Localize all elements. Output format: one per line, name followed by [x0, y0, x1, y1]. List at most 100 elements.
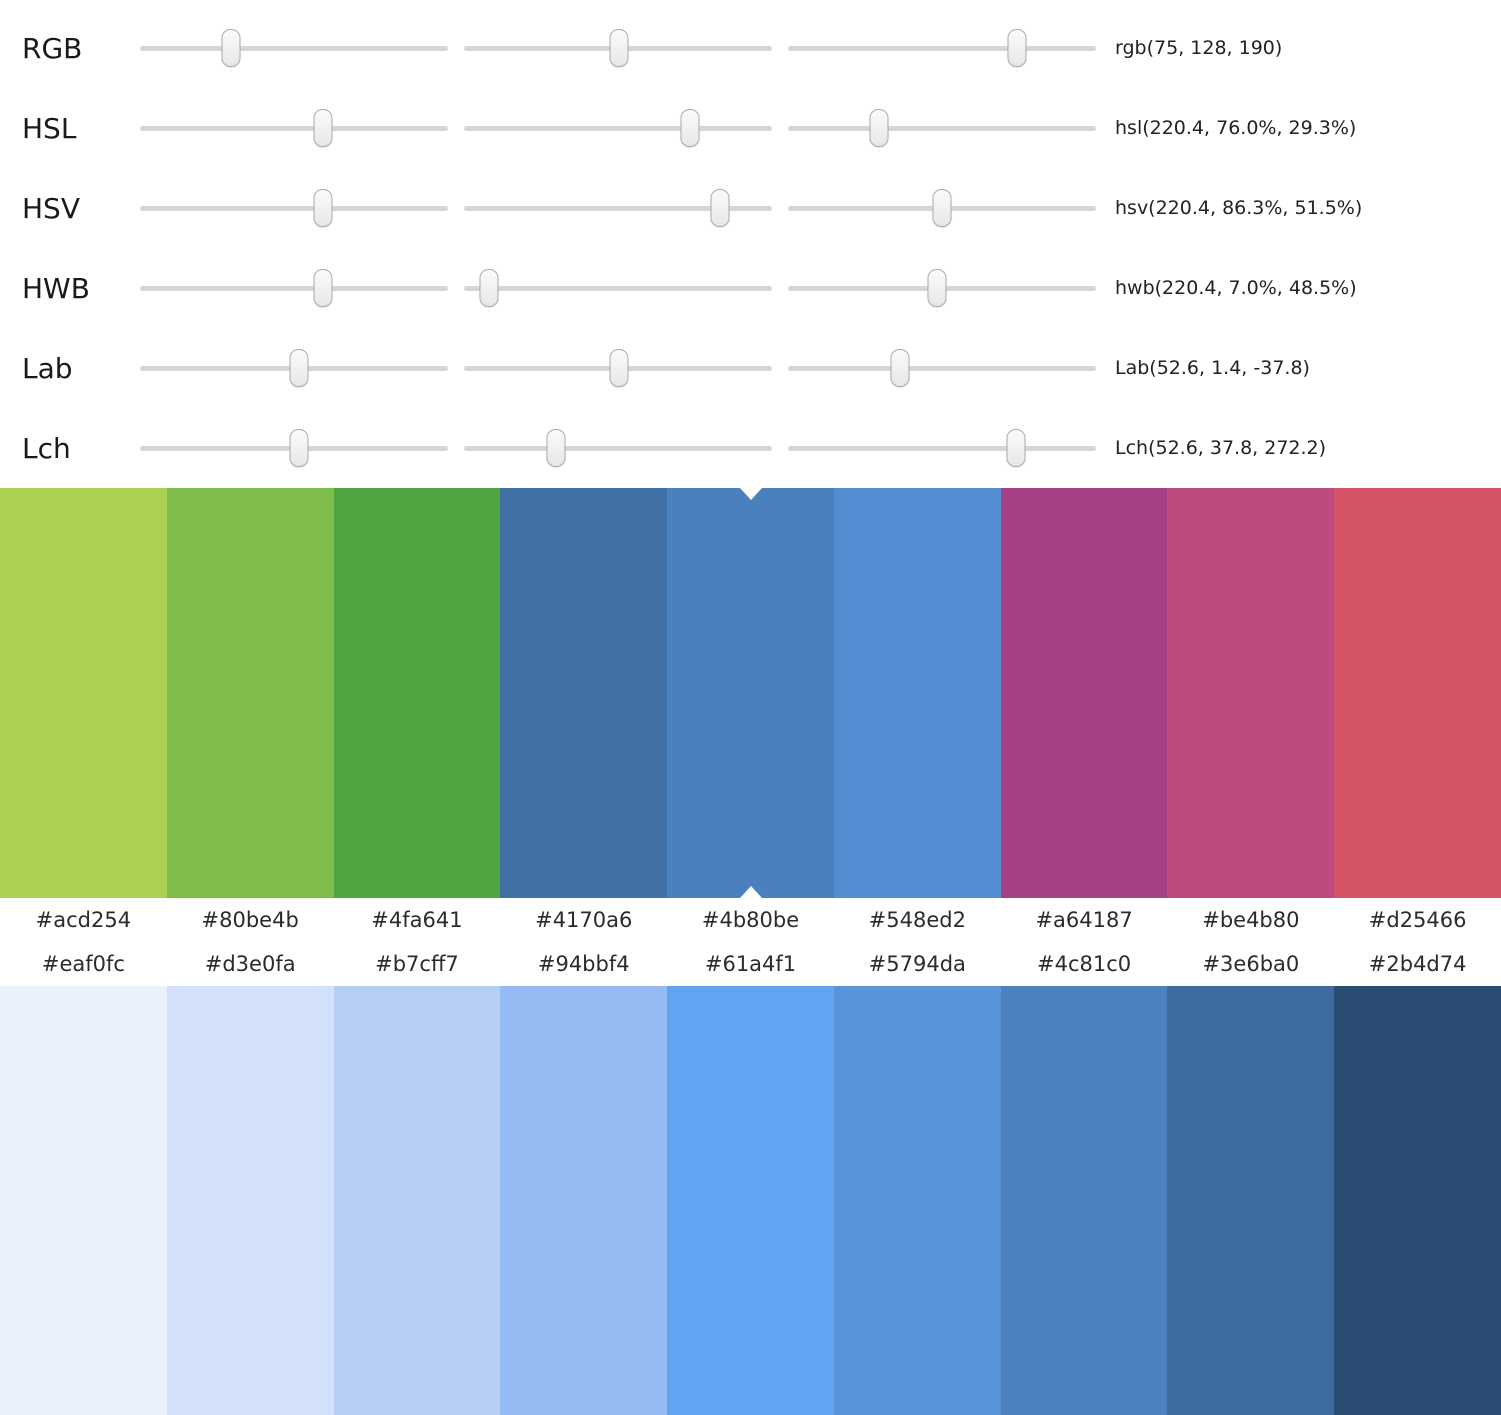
color-value-text: rgb(75, 128, 190) — [1115, 37, 1283, 59]
slider-thumb[interactable] — [680, 109, 700, 147]
hex-label: #80be4b — [201, 908, 299, 932]
hex-label: #5794da — [868, 952, 966, 976]
slider-track[interactable] — [788, 29, 1096, 67]
color-swatch[interactable] — [667, 986, 834, 1415]
color-value-text: hsv(220.4, 86.3%, 51.5%) — [1115, 197, 1363, 219]
color-swatch[interactable] — [1167, 488, 1335, 898]
slider-tracks — [140, 429, 1096, 467]
slider-track[interactable] — [140, 29, 448, 67]
hex-label: #2b4d74 — [1368, 952, 1467, 976]
hex-label: #eaf0fc — [41, 952, 125, 976]
slider-track[interactable] — [140, 429, 448, 467]
slider-thumb[interactable] — [313, 269, 333, 307]
slider-tracks — [140, 349, 1096, 387]
slider-thumb[interactable] — [609, 29, 629, 67]
slider-tracks — [140, 189, 1096, 227]
hex-label: #94bbf4 — [537, 952, 630, 976]
color-swatch[interactable] — [500, 986, 668, 1415]
color-swatch[interactable] — [333, 986, 501, 1415]
slider-thumb[interactable] — [609, 349, 629, 387]
slider-track[interactable] — [464, 429, 772, 467]
slider-track[interactable] — [788, 109, 1096, 147]
slider-track[interactable] — [788, 429, 1096, 467]
slider-thumb[interactable] — [1006, 429, 1026, 467]
slider-panel: RGB rgb(75, 128, 190) HSL — [0, 0, 1501, 488]
slider-track[interactable] — [788, 349, 1096, 387]
slider-thumb[interactable] — [479, 269, 499, 307]
color-swatch[interactable] — [833, 986, 1001, 1415]
hex-label: #548ed2 — [868, 908, 966, 932]
slider-track[interactable] — [140, 189, 448, 227]
tint-palette: #eaf0fc #d3e0fa #b7cff7 #94bbf4 #61a4f1 #5794… — [0, 942, 1501, 1415]
slider-thumb[interactable] — [221, 29, 241, 67]
hex-label: #4170a6 — [535, 908, 633, 932]
colorspace-label: Lch — [22, 431, 71, 465]
slider-track[interactable] — [464, 189, 772, 227]
slider-thumb[interactable] — [1007, 29, 1027, 67]
color-swatch[interactable] — [500, 488, 668, 898]
color-swatch[interactable] — [833, 488, 1001, 898]
slider-thumb[interactable] — [869, 109, 889, 147]
hue-hex-label-row: #acd254 #80be4b #4fa641 #4170a6 #4b80be #548e… — [0, 898, 1501, 942]
tint-swatch-row — [0, 986, 1501, 1415]
colorspace-label: HSL — [22, 111, 77, 145]
slider-thumb[interactable] — [313, 189, 333, 227]
slider-thumb[interactable] — [927, 269, 947, 307]
slider-track[interactable] — [464, 269, 772, 307]
hex-label: #61a4f1 — [704, 952, 797, 976]
slider-thumb[interactable] — [890, 349, 910, 387]
hex-label: #3e6ba0 — [1202, 952, 1300, 976]
hex-label: #acd254 — [35, 908, 132, 932]
hex-label: #d3e0fa — [204, 952, 296, 976]
hue-palette: #acd254 #80be4b #4fa641 #4170a6 #4b80be #548e… — [0, 488, 1501, 942]
color-value-text: hsl(220.4, 76.0%, 29.3%) — [1115, 117, 1357, 139]
hex-label: #4c81c0 — [1037, 952, 1132, 976]
slider-row: HSV hsv(220.4, 86.3%, 51.5%) — [0, 168, 1501, 248]
hex-label: #4fa641 — [371, 908, 463, 932]
slider-track[interactable] — [464, 109, 772, 147]
slider-row: Lch Lch(52.6, 37.8, 272.2) — [0, 408, 1501, 488]
colorspace-label: HWB — [22, 271, 90, 305]
slider-track[interactable] — [788, 189, 1096, 227]
slider-track[interactable] — [788, 269, 1096, 307]
color-swatch[interactable] — [0, 488, 167, 898]
color-swatch[interactable] — [333, 488, 501, 898]
colorspace-label: RGB — [22, 31, 83, 65]
color-swatch[interactable] — [1000, 488, 1168, 898]
color-swatch[interactable] — [166, 488, 334, 898]
color-swatch[interactable] — [667, 488, 834, 898]
slider-track[interactable] — [464, 349, 772, 387]
slider-track[interactable] — [464, 29, 772, 67]
colorspace-label: Lab — [22, 351, 73, 385]
slider-tracks — [140, 109, 1096, 147]
slider-row: Lab Lab(52.6, 1.4, -37.8) — [0, 328, 1501, 408]
slider-row: HWB hwb(220.4, 7.0%, 48.5%) — [0, 248, 1501, 328]
color-swatch[interactable] — [0, 986, 167, 1415]
slider-thumb[interactable] — [289, 349, 309, 387]
hex-label: #b7cff7 — [375, 952, 459, 976]
hex-label: #4b80be — [701, 908, 800, 932]
slider-thumb[interactable] — [932, 189, 952, 227]
color-swatch[interactable] — [1334, 488, 1501, 898]
color-value-text: hwb(220.4, 7.0%, 48.5%) — [1115, 277, 1357, 299]
slider-thumb[interactable] — [289, 429, 309, 467]
slider-thumb[interactable] — [710, 189, 730, 227]
slider-thumb[interactable] — [313, 109, 333, 147]
color-swatch[interactable] — [1167, 986, 1335, 1415]
color-value-text: Lab(52.6, 1.4, -37.8) — [1115, 357, 1310, 379]
slider-track[interactable] — [140, 109, 448, 147]
slider-tracks — [140, 29, 1096, 67]
color-swatch[interactable] — [166, 986, 334, 1415]
slider-track[interactable] — [140, 269, 448, 307]
color-swatch[interactable] — [1000, 986, 1168, 1415]
color-swatch[interactable] — [1334, 986, 1501, 1415]
colorspace-label: HSV — [22, 191, 80, 225]
color-value-text: Lch(52.6, 37.8, 272.2) — [1115, 437, 1327, 459]
hue-swatch-row — [0, 488, 1501, 898]
slider-track[interactable] — [140, 349, 448, 387]
tint-hex-label-row: #eaf0fc #d3e0fa #b7cff7 #94bbf4 #61a4f1 #5794… — [0, 942, 1501, 986]
slider-tracks — [140, 269, 1096, 307]
slider-thumb[interactable] — [546, 429, 566, 467]
hex-label: #d25466 — [1368, 908, 1467, 932]
